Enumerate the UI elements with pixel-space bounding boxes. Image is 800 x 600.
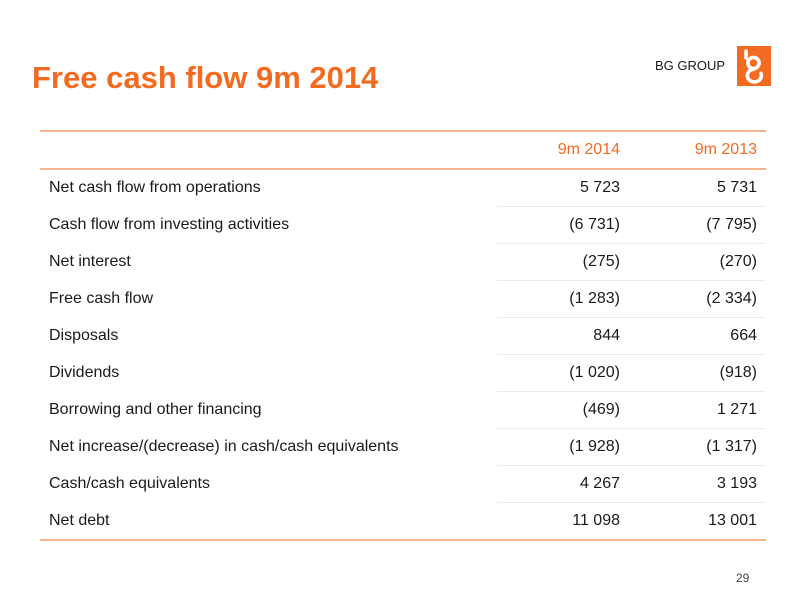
page-number: 29 <box>736 571 750 585</box>
value-9m-2014: (6 731) <box>496 206 628 244</box>
row-label: Disposals <box>49 327 119 344</box>
table-header-row: 9m 2014 9m 2013 <box>40 130 766 170</box>
cash-flow-table: 9m 2014 9m 2013 Net cash flow from opera… <box>40 130 766 541</box>
value-9m-2013: 1 271 <box>628 391 766 429</box>
row-label: Dividends <box>49 364 120 381</box>
table-row: Cash/cash equivalents 4 267 3 193 <box>40 465 766 503</box>
value-9m-2014: (1 283) <box>496 280 628 318</box>
value-9m-2013: 13 001 <box>628 502 766 541</box>
table-row: Free cash flow (1 283) (2 334) <box>40 280 766 318</box>
row-label: Cash/cash equivalents <box>49 475 210 492</box>
row-label: Net cash flow from operations <box>49 179 261 196</box>
table-row: Dividends (1 020) (918) <box>40 354 766 392</box>
value-9m-2013: (1 317) <box>628 428 766 466</box>
value-9m-2013: (270) <box>628 243 766 281</box>
header-label <box>40 130 497 170</box>
table-row: Net increase/(decrease) in cash/cash equ… <box>40 428 766 466</box>
value-9m-2013: 5 731 <box>628 169 766 207</box>
value-9m-2014: (275) <box>496 243 628 281</box>
value-9m-2014: (469) <box>496 391 628 429</box>
value-9m-2014: 4 267 <box>496 465 628 503</box>
slide-title: Free cash flow 9m 2014 <box>32 60 379 95</box>
row-label: Cash flow from investing activities <box>49 216 290 233</box>
value-9m-2013: (7 795) <box>628 206 766 244</box>
table-row: Disposals 844 664 <box>40 317 766 355</box>
header-9m-2013: 9m 2013 <box>628 130 766 170</box>
row-label: Borrowing and other financing <box>49 401 262 418</box>
value-9m-2014: 5 723 <box>496 169 628 207</box>
value-9m-2014: 844 <box>496 317 628 355</box>
value-9m-2014: (1 928) <box>496 428 628 466</box>
value-9m-2014: (1 020) <box>496 354 628 392</box>
value-9m-2013: 664 <box>628 317 766 355</box>
table-row: Borrowing and other financing (469) 1 27… <box>40 391 766 429</box>
table-row: Net interest (275) (270) <box>40 243 766 281</box>
brand-name: BG GROUP <box>655 58 726 73</box>
table-row: Net cash flow from operations 5 723 5 73… <box>40 169 766 207</box>
value-9m-2013: (2 334) <box>628 280 766 318</box>
row-label: Net interest <box>49 253 131 270</box>
value-9m-2014: 11 098 <box>496 502 628 541</box>
row-label: Net debt <box>40 502 497 541</box>
bg-group-logo-icon <box>737 46 771 86</box>
table-row: Cash flow from investing activities (6 7… <box>40 206 766 244</box>
header-9m-2014: 9m 2014 <box>496 130 628 170</box>
value-9m-2013: (918) <box>628 354 766 392</box>
row-label: Free cash flow <box>49 290 154 307</box>
row-label: Net increase/(decrease) in cash/cash equ… <box>49 438 399 455</box>
table-row: Net debt 11 098 13 001 <box>40 502 766 541</box>
value-9m-2013: 3 193 <box>628 465 766 503</box>
